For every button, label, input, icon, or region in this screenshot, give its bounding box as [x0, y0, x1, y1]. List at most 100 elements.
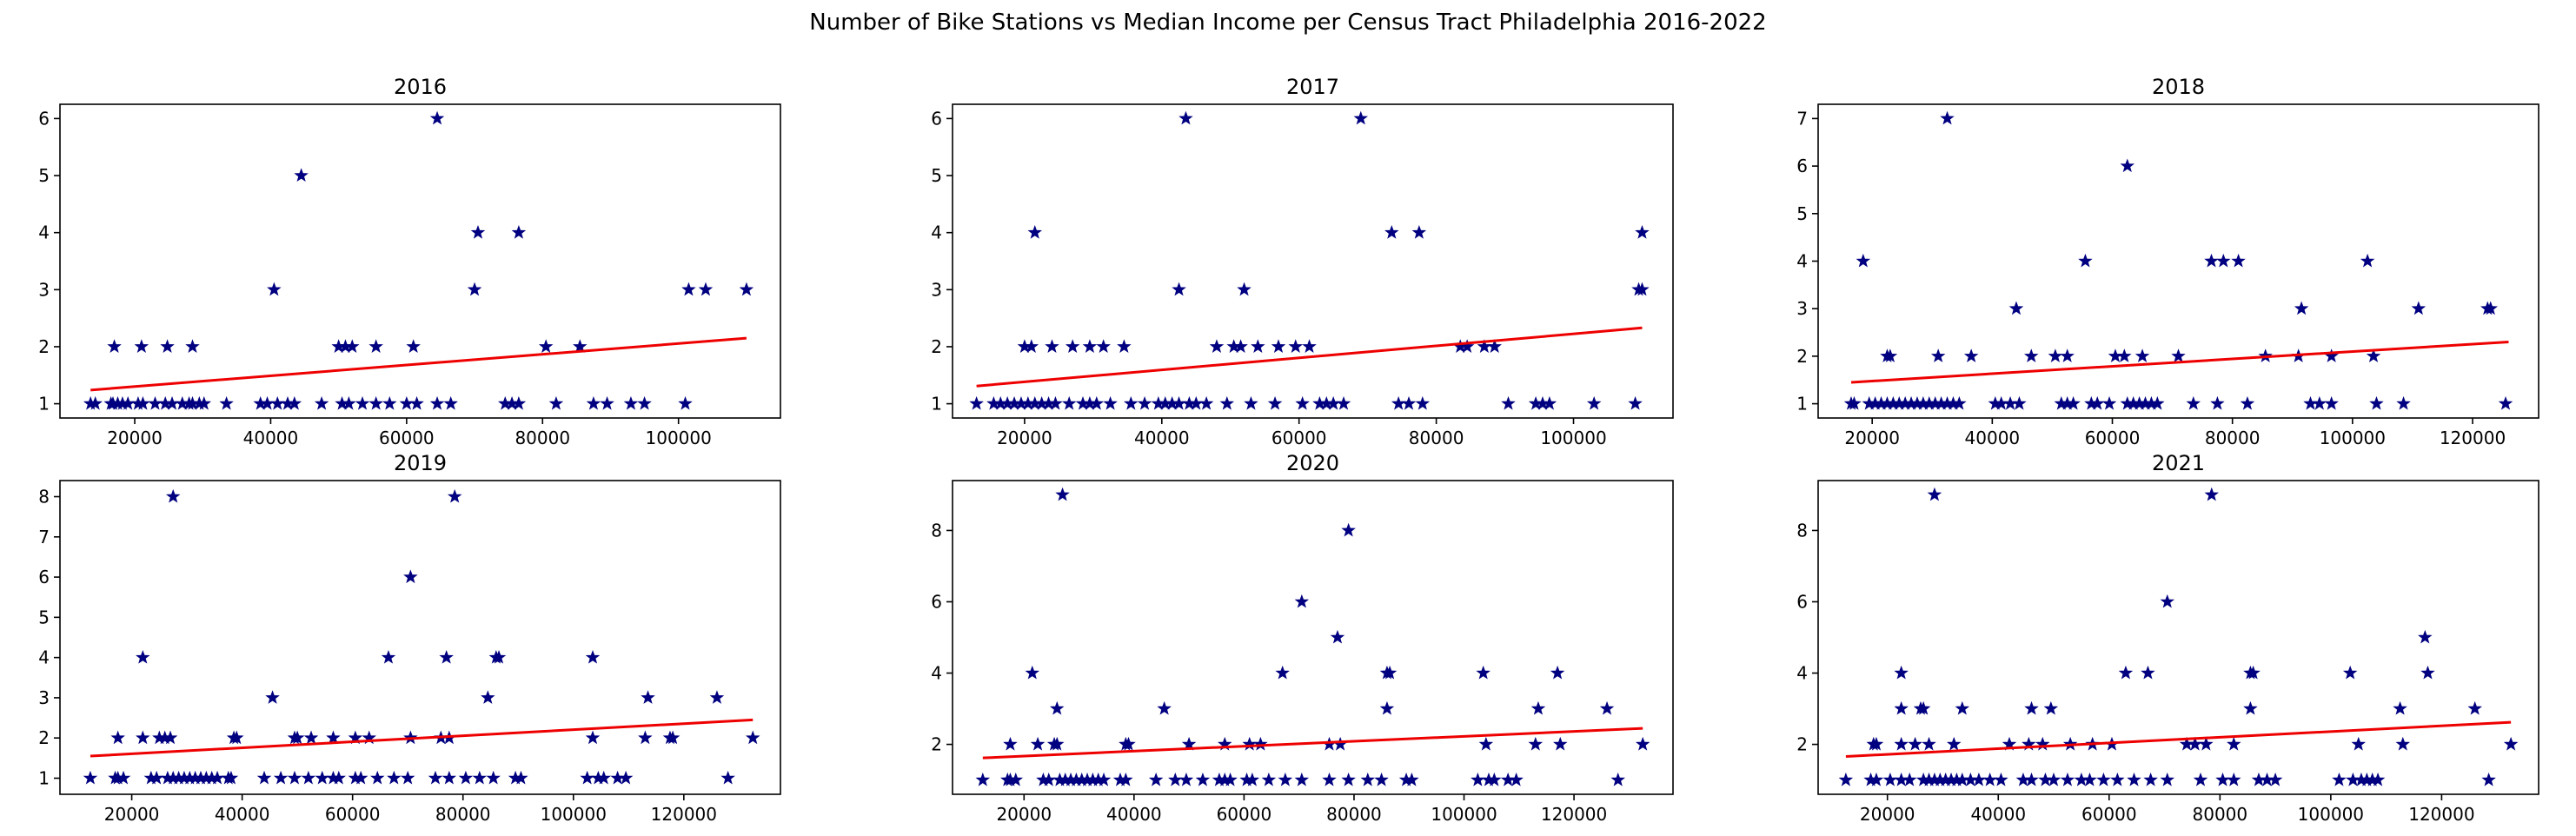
data-point: [2351, 736, 2366, 751]
data-point: [439, 649, 454, 664]
data-point: [107, 339, 122, 353]
trend-line: [976, 326, 1643, 388]
data-point: [2160, 594, 2174, 608]
data-point: [83, 770, 98, 785]
data-point: [1124, 395, 1139, 410]
data-point: [1940, 110, 1955, 125]
y-tick-label: 4: [38, 647, 50, 668]
data-point: [1157, 700, 1172, 715]
x-tick-label: 120000: [2440, 428, 2506, 448]
data-point: [486, 770, 501, 785]
data-point: [270, 395, 285, 410]
data-point: [1049, 700, 1065, 715]
y-tick-label: 2: [1796, 734, 1808, 755]
trend-line: [90, 718, 754, 758]
data-point: [2043, 700, 2059, 715]
data-point: [709, 690, 725, 704]
data-point: [1008, 772, 1024, 786]
data-point: [326, 730, 341, 745]
data-point: [1915, 700, 1931, 715]
x-tick-label: 40000: [1106, 804, 1162, 825]
y-tick-label: 5: [1796, 203, 1808, 224]
data-point: [586, 395, 601, 410]
data-point: [1082, 339, 1098, 353]
x-tick-label: 120000: [2408, 804, 2474, 825]
x-tick-label: 120000: [651, 804, 717, 825]
data-point: [1894, 700, 1909, 715]
data-point: [1869, 736, 1884, 751]
data-point: [538, 339, 554, 353]
data-point: [1856, 253, 1871, 268]
data-point: [2312, 395, 2327, 410]
data-point: [2082, 772, 2097, 786]
data-point: [265, 690, 280, 704]
x-tick-label: 80000: [1326, 804, 1382, 825]
trend-line: [90, 336, 747, 392]
x-tick-label: 100000: [1431, 804, 1497, 825]
axes-frame: [1817, 480, 2539, 795]
data-point: [1908, 736, 1922, 751]
data-point: [1048, 395, 1063, 410]
y-tick-label: 5: [38, 165, 50, 186]
data-point: [1294, 594, 1310, 608]
x-tick-label: 40000: [1970, 804, 2026, 825]
data-point: [229, 730, 244, 745]
data-point: [116, 770, 131, 785]
data-point: [287, 395, 302, 410]
data-point: [2324, 395, 2339, 410]
subplot-title: 2021: [2152, 451, 2205, 475]
data-point: [1599, 700, 1615, 715]
x-tick-label: 100000: [1540, 428, 1606, 448]
x-tick-label: 40000: [243, 428, 299, 448]
data-point: [1271, 339, 1286, 353]
data-point: [267, 282, 282, 296]
data-point: [196, 395, 212, 410]
data-point: [2096, 772, 2111, 786]
data-point: [1096, 772, 1112, 786]
data-point: [2243, 700, 2258, 715]
data-point: [2483, 301, 2498, 315]
data-point: [2193, 772, 2208, 786]
x-tick-label: 40000: [1134, 428, 1190, 448]
data-point: [1198, 395, 1214, 410]
data-point: [1096, 339, 1111, 353]
data-point: [1209, 339, 1225, 353]
y-tick-label: 3: [931, 279, 942, 300]
data-point: [301, 770, 316, 785]
data-point: [1610, 772, 1625, 786]
data-point: [1382, 665, 1398, 680]
data-point: [1530, 700, 1546, 715]
subplot-title: 2016: [394, 75, 447, 99]
x-tick-label: 20000: [1844, 428, 1900, 448]
y-tick-label: 1: [1796, 394, 1808, 415]
y-tick-label: 1: [38, 767, 50, 788]
x-tick-label: 120000: [1541, 804, 1607, 825]
data-point: [2008, 301, 2024, 315]
x-tick-label: 80000: [1409, 428, 1464, 448]
data-point: [1065, 339, 1080, 353]
axes-frame: [59, 480, 781, 795]
data-point: [2186, 395, 2201, 410]
data-point: [1374, 772, 1389, 786]
x-tick-label: 80000: [2205, 428, 2261, 448]
data-point: [2215, 772, 2230, 786]
data-point: [2089, 395, 2105, 410]
data-point: [429, 110, 445, 125]
data-point: [1542, 395, 1557, 410]
data-point: [1628, 395, 1643, 410]
data-point: [1927, 487, 1942, 501]
y-tick-label: 4: [931, 222, 942, 243]
data-point: [370, 770, 385, 785]
data-point: [381, 649, 396, 664]
data-point: [399, 395, 415, 410]
y-tick-label: 4: [38, 222, 50, 243]
data-point: [2366, 348, 2381, 362]
figure-title: Number of Bike Stations vs Median Income…: [809, 10, 1767, 36]
data-point: [665, 730, 681, 745]
data-point: [745, 730, 760, 745]
data-point: [1838, 772, 1854, 786]
y-tick-label: 2: [1796, 346, 1808, 367]
data-point: [1253, 736, 1268, 751]
data-point: [585, 730, 601, 745]
data-point: [1487, 339, 1502, 353]
